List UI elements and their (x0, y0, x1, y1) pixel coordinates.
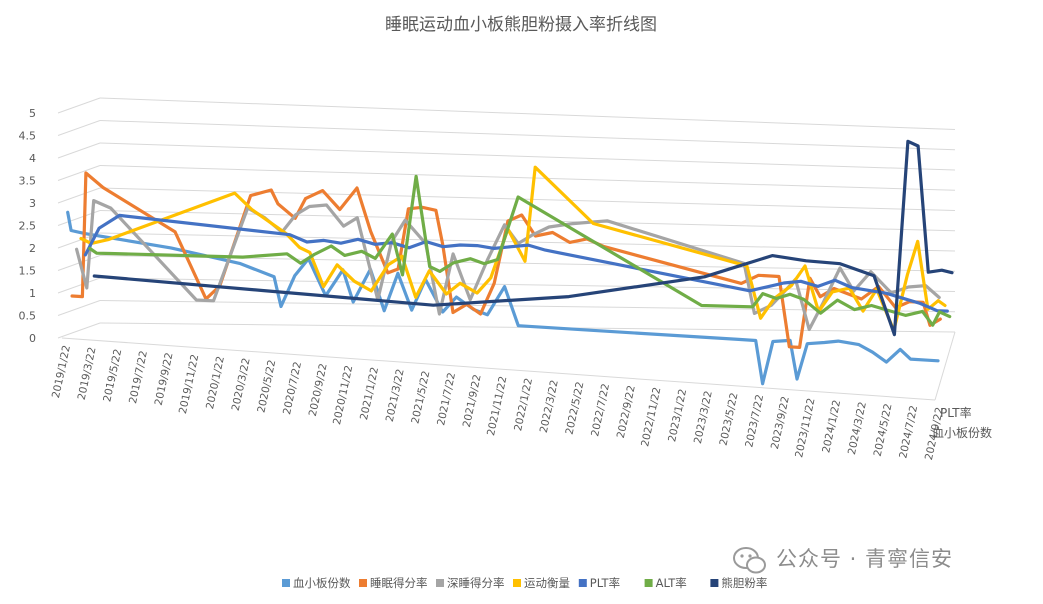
x-tick-label: 2023/7/22 (743, 393, 766, 448)
gridline (57, 300, 101, 316)
y-tick-label: 1.5 (19, 265, 37, 278)
gridline (99, 142, 956, 171)
x-tick-label: 2024/7/22 (897, 404, 920, 459)
legend-label: 血小板份数 (293, 576, 351, 590)
x-tick-label: 2021/9/22 (461, 373, 484, 428)
floor-edge (934, 331, 956, 401)
x-tick-label: 2019/7/22 (127, 350, 150, 405)
gridline (57, 322, 101, 339)
legend-item: 熊胆粉率 (710, 576, 767, 590)
x-tick-label: 2021/7/22 (435, 371, 458, 426)
x-tick-label: 2021/5/22 (409, 370, 432, 425)
x-tick-label: 2019/11/22 (177, 353, 201, 415)
x-tick-label: 2023/5/22 (718, 392, 741, 447)
x-tick-label: 2019/1/22 (50, 344, 73, 399)
y-tick-label: 0 (29, 332, 36, 345)
y-tick-label: 3.5 (19, 175, 37, 188)
legend-label: 熊胆粉率 (721, 576, 767, 590)
legend-swatch (710, 579, 719, 587)
series-line (88, 174, 952, 327)
x-tick-label: 2023/3/22 (692, 390, 715, 445)
legend-item: 睡眠得分率 (359, 576, 428, 590)
legend-swatch (644, 579, 653, 587)
x-tick-label: 2022/3/22 (538, 379, 561, 434)
x-tick-label: 2020/11/22 (331, 364, 355, 426)
x-tick-label: 2020/5/22 (255, 359, 278, 414)
x-tick-label: 2023/11/22 (793, 397, 817, 459)
legend-swatch (282, 579, 290, 587)
legend: 血小板份数 睡眠得分率 深睡得分率 运动衡量 PLT率 ALT率 熊胆粉率 (282, 576, 767, 590)
legend-item: 血小板份数 (282, 576, 351, 590)
x-tick-label: 2024/3/22 (846, 401, 869, 456)
gridline (57, 277, 101, 294)
x-tick-label: 2022/9/22 (615, 384, 638, 439)
y-tick-label: 2.5 (19, 220, 37, 233)
y-tick-label: 4 (29, 152, 36, 165)
x-tick-label: 2022/5/22 (564, 381, 587, 436)
legend-item: PLT率 (578, 576, 620, 590)
gridline (99, 165, 956, 191)
y-tick-label: 2 (29, 242, 36, 255)
series-line (92, 139, 954, 337)
x-tick-label: 2023/9/22 (769, 395, 792, 450)
gridline (57, 165, 101, 181)
x-tick-label: 2019/5/22 (101, 348, 124, 403)
gridline (99, 97, 956, 130)
x-tick-label: 2021/1/22 (358, 366, 381, 421)
series-layer (66, 139, 954, 386)
wechat-logo-icon (733, 547, 766, 574)
gridline (99, 210, 956, 232)
legend-item: 运动衡量 (513, 576, 570, 590)
legend-label: PLT率 (590, 576, 620, 590)
legend-item: ALT率 (644, 576, 687, 590)
x-tick-label: 2021/3/22 (384, 368, 407, 423)
y-tick-label: 3 (29, 197, 36, 210)
gridline (99, 300, 956, 313)
legend-item: 深睡得分率 (436, 576, 505, 590)
legend-label: ALT率 (656, 576, 687, 590)
y-tick-label: 4.5 (19, 130, 37, 143)
x-tick-label: 2020/9/22 (307, 362, 330, 417)
gridline (57, 120, 101, 136)
x-tick-label: 2020/1/22 (204, 355, 227, 410)
depth-axis-label: 血小板份数 (932, 425, 992, 440)
depth-axis-label: PLT率 (940, 405, 972, 420)
gridline (57, 142, 101, 159)
x-tick-label: 2024/5/22 (872, 402, 895, 457)
x-tick-label: 2022/7/22 (589, 382, 612, 437)
x-tick-label: 2020/7/22 (281, 361, 304, 416)
y-tick-label: 1 (29, 287, 36, 300)
x-tick-label: 2022/11/22 (639, 386, 663, 448)
legend-label: 睡眠得分率 (370, 576, 428, 590)
x-tick-label: 2024/1/22 (820, 399, 843, 454)
watermark: 公众号 · 青寧信安 (733, 547, 953, 574)
x-tick-label: 2019/9/22 (153, 351, 176, 406)
x-tick-label: 2019/3/22 (76, 346, 99, 401)
legend-swatch (436, 579, 444, 587)
gridline (57, 187, 101, 204)
legend-swatch (578, 579, 587, 587)
chart-title: 睡眠运动血小板熊胆粉摄入率折线图 (385, 15, 657, 35)
grid-layer (57, 97, 956, 401)
x-tick-label: 2021/11/22 (485, 375, 509, 437)
legend-label: 深睡得分率 (447, 576, 505, 590)
floor-edge (61, 337, 936, 401)
x-tick-label: 2023/1/22 (666, 388, 689, 443)
gridline (99, 187, 956, 211)
gridline (99, 120, 956, 151)
x-tick-label: 2022/1/22 (512, 377, 535, 432)
y-tick-label: 0.5 (19, 310, 37, 323)
legend-swatch (513, 579, 521, 587)
x-tick-label: 2020/3/22 (230, 357, 253, 412)
legend-label: 运动衡量 (524, 576, 570, 590)
y-tick-label: 5 (29, 107, 36, 120)
legend-swatch (359, 579, 367, 587)
watermark-text: 公众号 · 青寧信安 (776, 547, 953, 571)
gridline (57, 97, 101, 114)
series-line (70, 171, 942, 349)
